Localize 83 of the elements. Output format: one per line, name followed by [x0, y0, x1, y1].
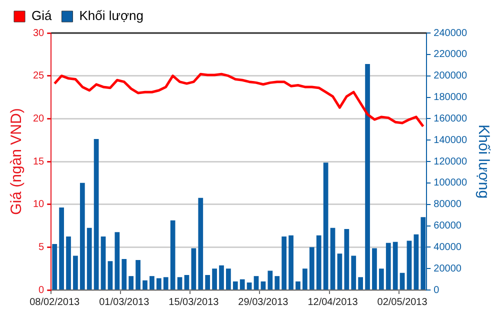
y2-tick-label: 220000 [434, 49, 468, 60]
y-tick-label: 20 [33, 113, 45, 124]
bar [108, 261, 113, 290]
bar [122, 258, 127, 290]
bar [59, 208, 64, 290]
x-tick-label: 29/03/2013 [238, 296, 289, 308]
y2-axis-title: Khối lượng [474, 124, 492, 199]
bar [142, 280, 148, 290]
y-axis-title: Giá (ngàn VND) [8, 108, 26, 215]
y-tick-label: 30 [33, 28, 45, 39]
bar [150, 276, 154, 290]
y2-tick-label: 80000 [434, 199, 462, 210]
bar [114, 232, 120, 290]
bar [184, 275, 190, 290]
bar [323, 162, 328, 290]
bar [344, 228, 350, 290]
bar [282, 236, 287, 290]
y2-tick-label: 20000 [434, 263, 462, 274]
bar [170, 220, 176, 290]
bar [73, 256, 78, 290]
bar [414, 234, 419, 290]
bar [219, 265, 224, 290]
y-tick-label: 5 [38, 242, 45, 253]
bar [66, 236, 71, 290]
bar [274, 276, 280, 290]
y2-tick-label: 240000 [434, 28, 468, 39]
y2-tick-label: 140000 [434, 134, 468, 146]
bar [316, 235, 322, 290]
x-tick-label: 02/05/2013 [377, 296, 428, 308]
bar [378, 268, 384, 290]
bar [351, 256, 356, 290]
y2-tick-label: 40000 [434, 242, 462, 253]
bar [212, 268, 217, 290]
legend-label: Giá [32, 8, 52, 24]
bar [358, 277, 364, 290]
y2-tick-label: 200000 [434, 70, 468, 82]
bar [226, 268, 231, 290]
bar [296, 281, 300, 290]
bar [400, 272, 405, 290]
bar [128, 276, 134, 290]
bar [330, 228, 336, 290]
bar [177, 277, 182, 290]
bar [232, 281, 238, 290]
bar [136, 260, 140, 290]
bar [337, 254, 342, 290]
y2-tick-label: 0 [434, 284, 440, 296]
bar [163, 277, 168, 290]
x-tick-label: 08/02/2013 [30, 296, 80, 308]
y-tick-label: 15 [33, 156, 45, 168]
bar [268, 270, 273, 290]
bar [94, 139, 99, 290]
bar [392, 242, 398, 290]
y-tick-label: 25 [33, 70, 45, 82]
bar [191, 248, 196, 290]
legend-label: Khối lượng [79, 8, 144, 24]
y-tick-label: 10 [33, 199, 45, 210]
bar [52, 244, 58, 290]
bar [365, 64, 370, 290]
bar [406, 240, 412, 290]
y2-tick-label: 100000 [434, 178, 468, 189]
bar [246, 282, 252, 290]
y2-tick-label: 120000 [434, 156, 468, 168]
y2-tick-label: 60000 [434, 220, 462, 232]
bar [288, 235, 294, 290]
bar [156, 278, 162, 290]
x-tick-label: 12/04/2013 [308, 296, 358, 308]
x-tick-label: 01/03/2013 [99, 296, 150, 308]
bar [302, 268, 308, 290]
bar [386, 242, 391, 290]
x-tick-label: 15/03/2013 [168, 296, 220, 308]
bar [260, 281, 266, 290]
bar [80, 182, 85, 290]
y-tick-label: 0 [38, 284, 45, 296]
y2-tick-label: 180000 [434, 92, 468, 103]
bar [86, 228, 92, 290]
bar [309, 247, 314, 290]
bar [205, 275, 210, 290]
bar [100, 236, 106, 290]
bar [198, 198, 204, 290]
bar [240, 279, 245, 290]
bar [254, 276, 259, 290]
bar [372, 248, 377, 290]
y2-tick-label: 160000 [434, 113, 468, 124]
